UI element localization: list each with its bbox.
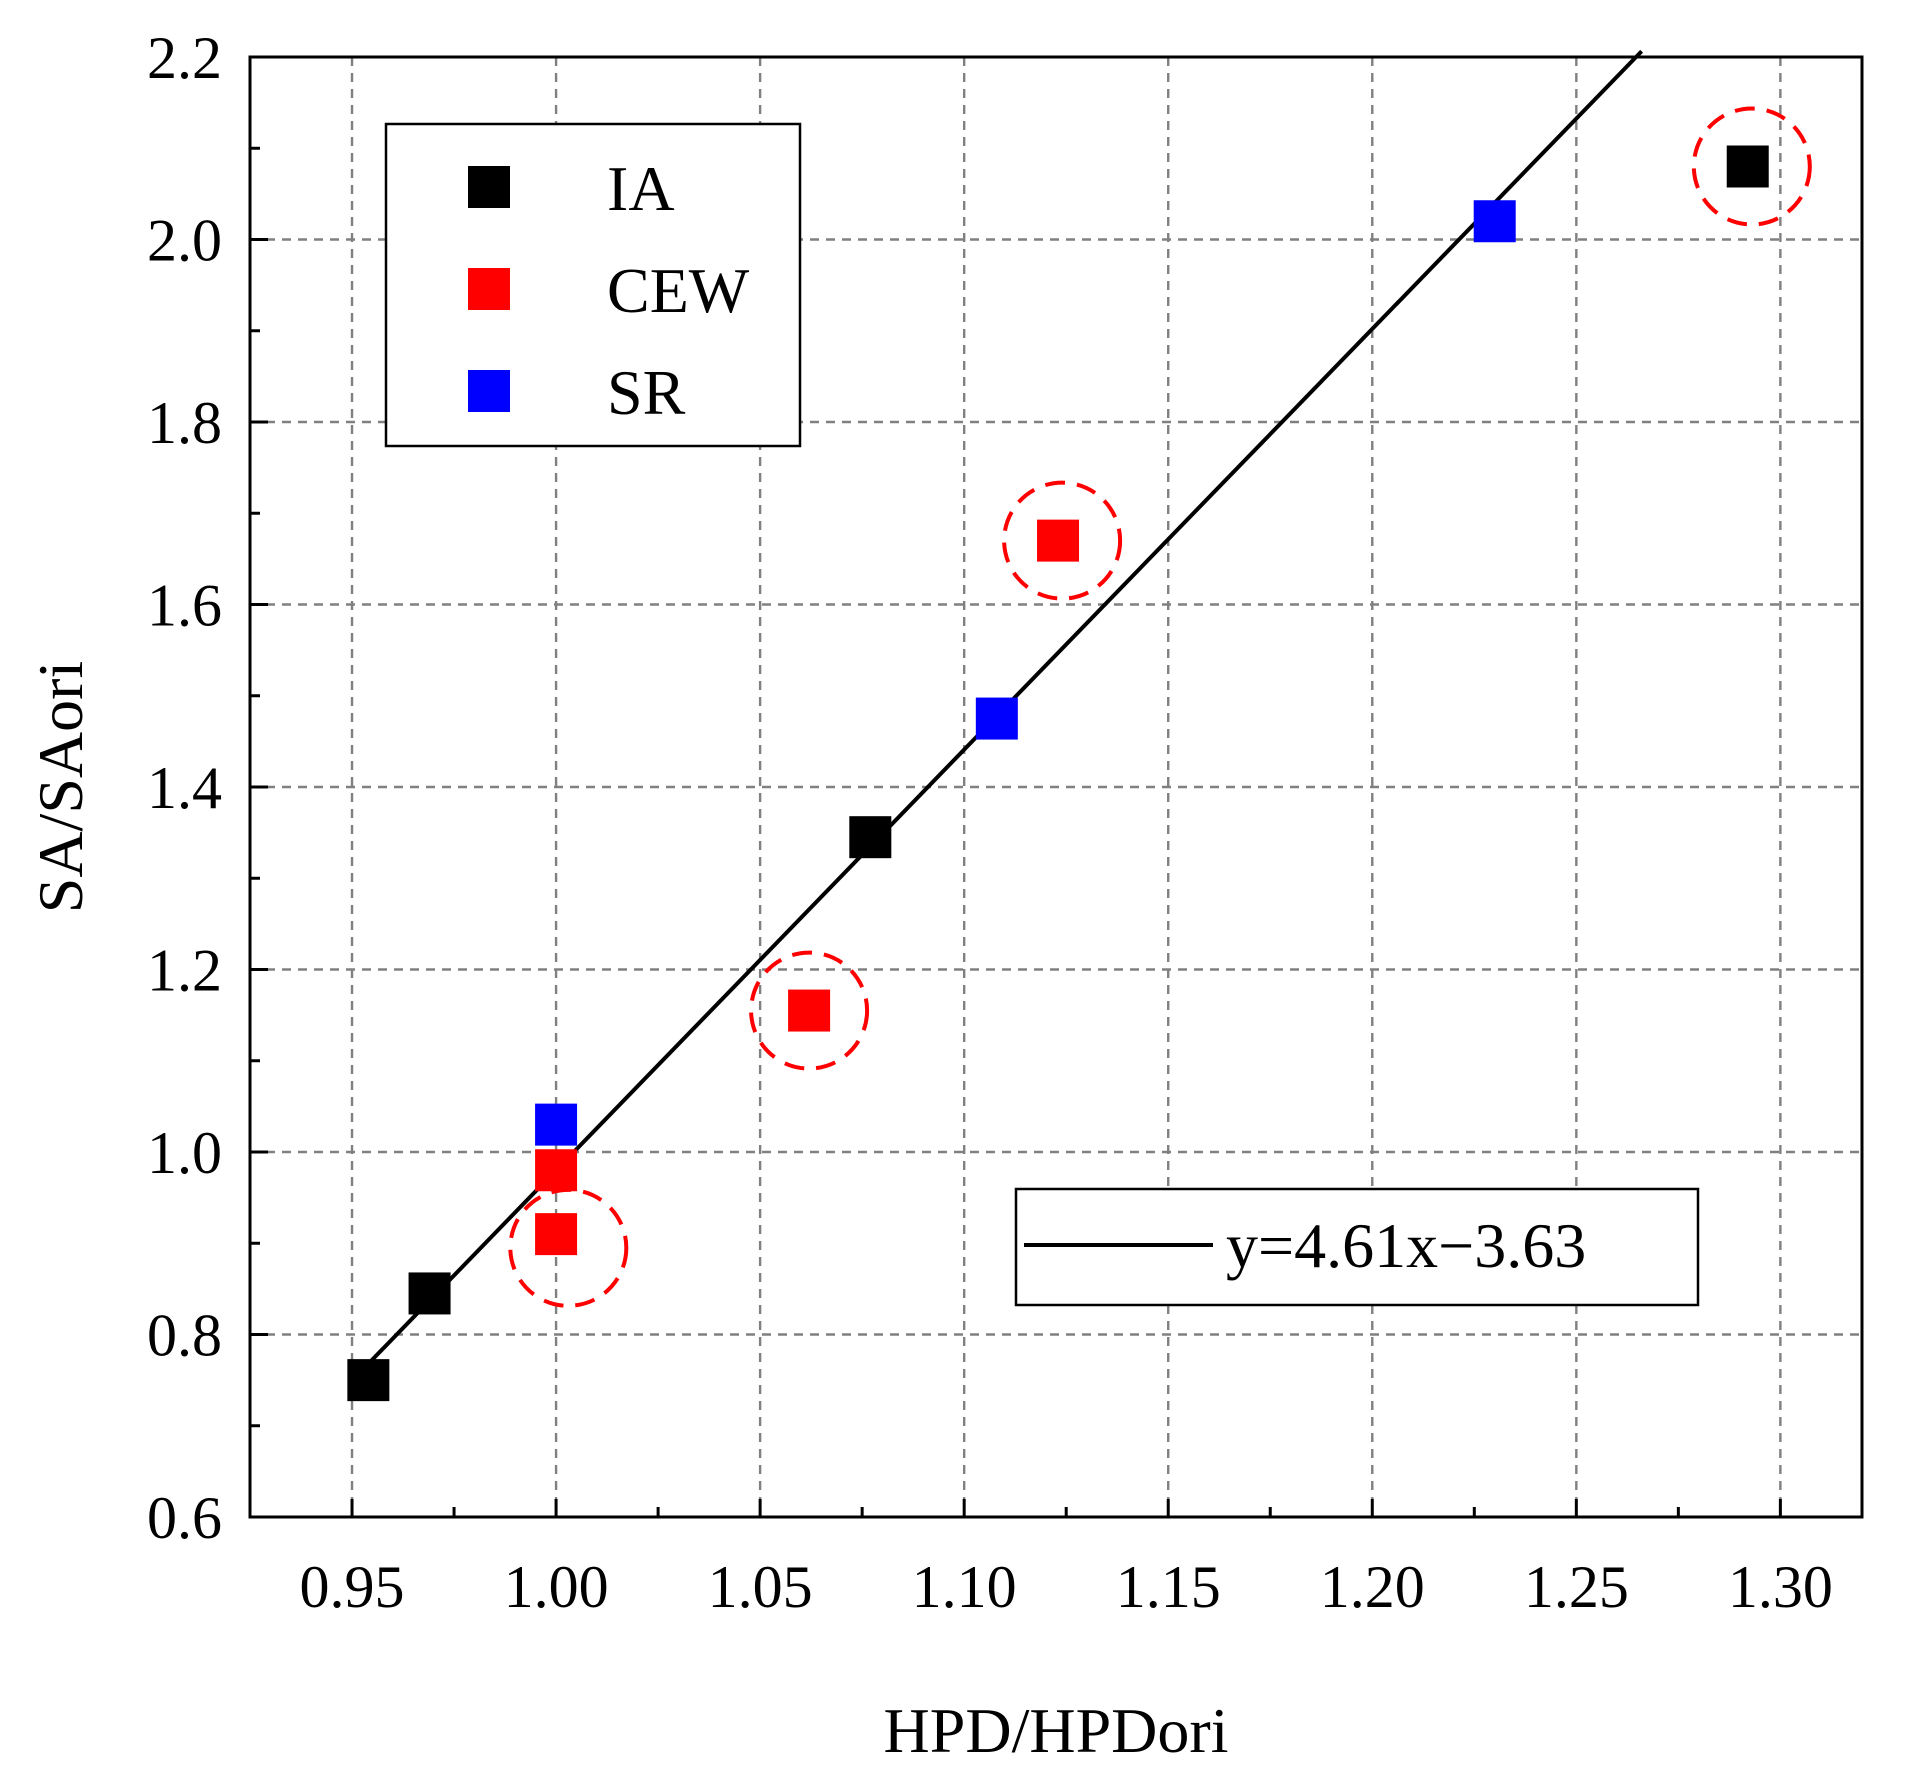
tick-labels: 0.95 1.00 1.05 1.10 1.15 1.20 1.25 1.30 0.6 0.8 1.… bbox=[147, 25, 1833, 1620]
highlight-circle bbox=[749, 950, 870, 1071]
data-point-sr bbox=[535, 1103, 578, 1146]
highlight-circle bbox=[1002, 480, 1123, 601]
highlight-circle bbox=[1691, 106, 1812, 227]
x-tick-label: 1.15 bbox=[1116, 1554, 1221, 1620]
data-point-cew bbox=[535, 1149, 578, 1192]
legend-label-sr: SR bbox=[607, 357, 686, 428]
y-axis-title: SA/SAori bbox=[25, 661, 96, 914]
x-tick-label: 1.20 bbox=[1320, 1554, 1425, 1620]
y-tick-label: 2.0 bbox=[147, 208, 222, 274]
x-axis-title: HPD/HPDori bbox=[884, 1695, 1229, 1766]
series-legend-box bbox=[384, 122, 802, 448]
data-point-cew bbox=[1037, 519, 1080, 562]
series-legend: IA CEW SR bbox=[384, 122, 802, 448]
data-point-ia bbox=[408, 1272, 451, 1315]
data-point-sr bbox=[1473, 200, 1516, 243]
data-point-ia bbox=[1726, 145, 1769, 188]
x-tick-label: 1.10 bbox=[912, 1554, 1017, 1620]
axis-ticks bbox=[250, 55, 1782, 1519]
x-tick-label: 1.00 bbox=[504, 1554, 609, 1620]
y-tick-label: 0.8 bbox=[147, 1303, 222, 1369]
y-tick-label: 1.4 bbox=[147, 755, 222, 821]
legend-label-ia: IA bbox=[607, 153, 675, 224]
legend-swatch-ia bbox=[468, 166, 510, 208]
y-tick-label: 2.2 bbox=[147, 25, 222, 91]
data-points bbox=[347, 145, 1769, 1402]
x-tick-label: 1.05 bbox=[708, 1554, 813, 1620]
x-tick-label: 1.25 bbox=[1524, 1554, 1629, 1620]
legend-swatch-sr bbox=[468, 370, 510, 412]
data-point-ia bbox=[347, 1359, 390, 1402]
legend-label-cew: CEW bbox=[607, 255, 750, 326]
fit-legend: y=4.61x−3.63 bbox=[1014, 1187, 1700, 1307]
fit-equation-label: y=4.61x−3.63 bbox=[1226, 1210, 1586, 1281]
y-tick-label: 0.6 bbox=[147, 1485, 222, 1551]
data-point-cew bbox=[535, 1213, 578, 1256]
legend-swatch-cew bbox=[468, 268, 510, 310]
x-tick-label: 0.95 bbox=[300, 1554, 405, 1620]
data-point-ia bbox=[849, 816, 892, 859]
x-tick-label: 1.30 bbox=[1728, 1554, 1833, 1620]
y-tick-label: 1.2 bbox=[147, 938, 222, 1004]
y-tick-label: 1.0 bbox=[147, 1120, 222, 1186]
data-point-sr bbox=[975, 697, 1018, 740]
y-tick-label: 1.6 bbox=[147, 573, 222, 639]
y-tick-label: 1.8 bbox=[147, 390, 222, 456]
data-point-cew bbox=[788, 989, 831, 1032]
